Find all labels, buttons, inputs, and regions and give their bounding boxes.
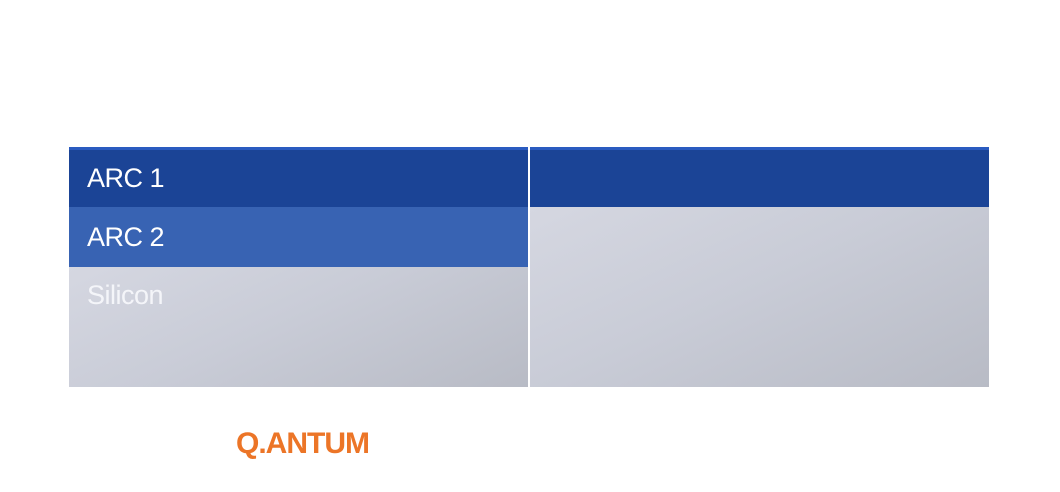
right-panel (530, 147, 989, 387)
arc2-label: ARC 2 (87, 221, 165, 252)
arc1-layer: ARC 1 (69, 147, 528, 207)
arc2-layer: ARC 2 (69, 207, 528, 267)
left-panel: ARC 1 ARC 2 Silicon (69, 147, 528, 387)
arc1-layer-right (530, 147, 989, 207)
brand-label: Q.ANTUM (236, 427, 370, 460)
silicon-label: Silicon (87, 280, 164, 310)
silicon-layer: Silicon (69, 267, 528, 387)
dotted-divider (528, 147, 530, 387)
silicon-layer-right (530, 207, 989, 387)
arc1-label: ARC 1 (87, 163, 165, 193)
cell-cross-section-diagram: ARC 1 ARC 2 Silicon (69, 147, 989, 387)
